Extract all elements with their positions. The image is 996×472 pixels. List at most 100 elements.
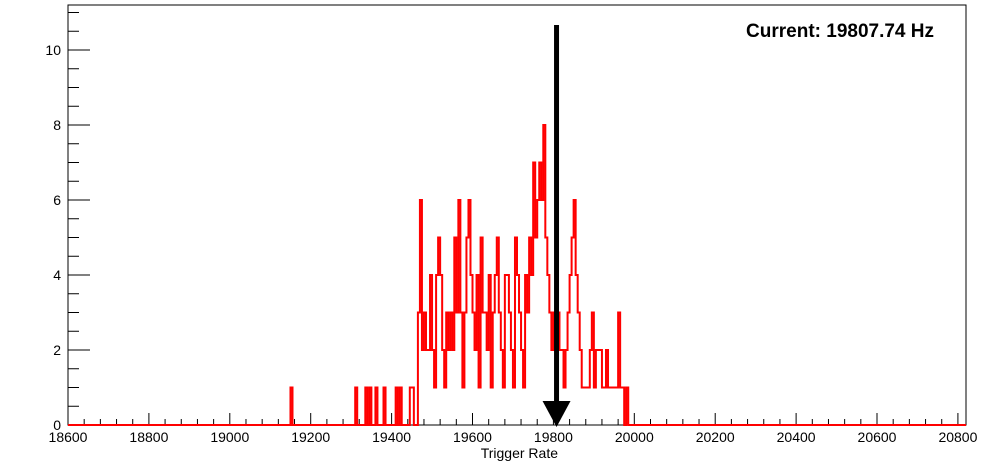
x-tick-label: 19000 [210,429,249,445]
histogram-bin [466,238,468,426]
histogram-bin [580,350,582,425]
histogram-bin [481,238,483,426]
histogram-bin [570,275,572,425]
histogram-bin [566,350,568,425]
histogram-bin [365,388,367,426]
histogram-bin [612,388,614,426]
histogram-bin [594,388,596,426]
histogram-bin [533,163,535,426]
histogram-bin [592,313,594,426]
histogram-bin [602,388,604,426]
histogram-bin [442,350,444,425]
x-tick-label: 19400 [372,429,411,445]
histogram-bin [523,388,525,426]
histogram-bin [400,388,402,426]
histogram-bin [412,388,414,426]
histogram-bin [448,350,450,425]
y-tick-label: 8 [53,117,61,133]
histogram-bin [620,388,622,426]
histogram-bin [456,313,458,426]
histogram-bin [519,313,521,426]
histogram-bin [525,275,527,425]
x-tick-label: 18600 [49,429,88,445]
histogram-bin [515,238,517,426]
x-axis: 18600 18800 19000 19200 19400 19600 19800 20000… [49,413,978,445]
y-axis: 0 2 4 6 8 10 [45,12,90,433]
histogram-bin [436,275,438,425]
histogram-bin [578,313,580,426]
histogram-bin [535,238,537,426]
histogram-bin [462,388,464,426]
current-rate-marker [542,25,571,427]
histogram-bin [598,350,600,425]
y-tick-label: 4 [53,267,61,283]
histogram-line [68,124,966,426]
histogram-bin [491,388,493,426]
histogram-bin [468,200,470,425]
histogram-bin [479,388,481,426]
histogram-bin [355,388,357,426]
histogram-bin [600,350,602,425]
histogram-bin [499,313,501,426]
histogram-bin [483,313,485,426]
histogram-bin [511,350,513,425]
histogram-bin [424,313,426,426]
histogram-bin [513,388,515,426]
histogram-bin [369,388,371,426]
histogram-bin [582,388,584,426]
histogram-bin [574,200,576,425]
histogram-bin [375,388,377,426]
histogram-bin [290,388,292,426]
marker-arrow-head [542,401,571,427]
y-tick-label: 10 [45,42,61,58]
histogram-bin [517,275,519,425]
histogram-bin [432,350,434,425]
x-tick-label: 20200 [696,429,735,445]
histogram-bin [539,163,541,426]
histogram-bin [422,350,424,425]
histogram-bin [618,313,620,426]
histogram-bin [626,388,628,426]
histogram-bin [460,313,462,426]
x-tick-label: 20000 [615,429,654,445]
histogram-bin [507,275,509,425]
y-tick-label: 2 [53,342,61,358]
histogram-bin [590,350,592,425]
histogram-bin [458,200,460,425]
histogram-bin [487,350,489,425]
histogram-bin [473,313,475,426]
histogram-bin [430,275,432,425]
histogram-bin [475,350,477,425]
x-axis-title: Trigger Rate [481,445,559,461]
histogram-bin [452,350,454,425]
histogram-bin [434,388,436,426]
histogram-bin [541,200,543,425]
histogram-bin [501,350,503,425]
plot-frame [67,4,967,426]
histogram-bin [584,388,586,426]
histogram-bin [537,200,539,425]
histogram-bin [438,238,440,426]
histogram-bin [608,388,610,426]
histogram-bin [446,313,448,426]
histogram-bin [521,350,523,425]
histogram-bin [610,388,612,426]
histogram-bin [531,275,533,425]
plot-border [67,4,967,426]
histogram-bin [470,275,472,425]
histogram-bin [477,275,479,425]
x-tick-label: 18800 [129,429,168,445]
histogram-bin [576,275,578,425]
current-rate-label: Current: 19807.74 Hz [746,21,934,42]
histogram-bin [396,388,398,426]
histogram-bin [596,350,598,425]
histogram-bin [614,388,616,426]
histogram-bin [586,388,588,426]
histogram-bin [529,238,531,426]
histogram-bin [420,200,422,425]
histogram-bin [495,275,497,425]
histogram-bin [489,275,491,425]
histogram-bin [497,238,499,426]
x-tick-label: 19200 [291,429,330,445]
